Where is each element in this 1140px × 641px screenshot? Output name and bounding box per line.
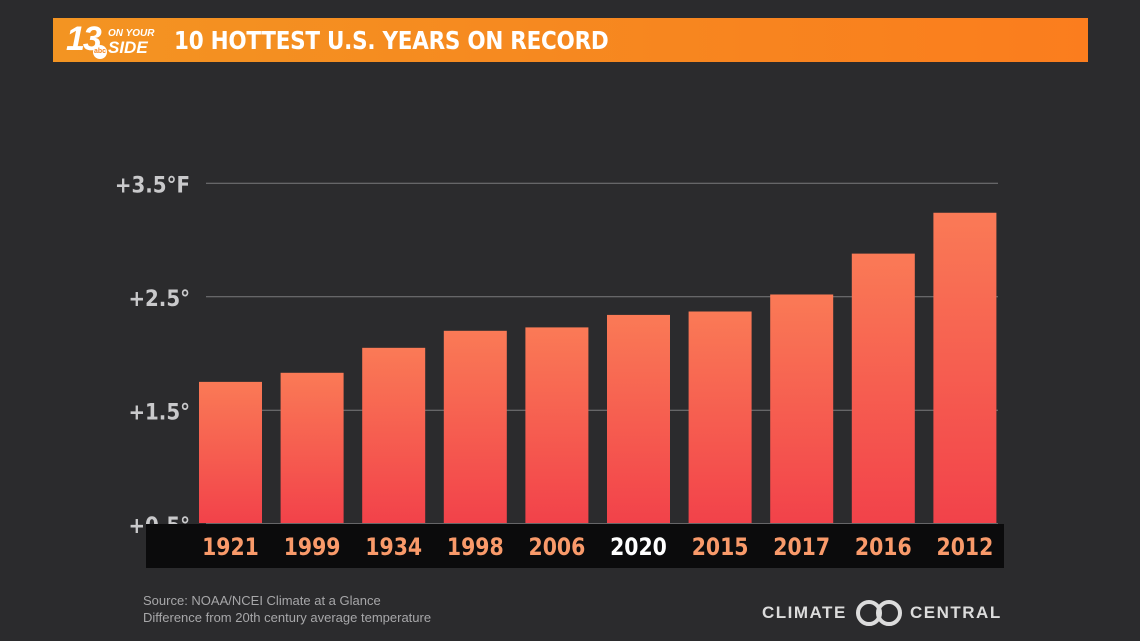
year-label-strip <box>146 524 1004 568</box>
x-tick-label-2006: 2006 <box>529 533 586 561</box>
climate-central-logo: CLIMATE CENTRAL <box>760 596 1010 630</box>
x-tick-label-1921: 1921 <box>202 533 259 561</box>
x-tick-label-2012: 2012 <box>937 533 994 561</box>
x-tick-label-2015: 2015 <box>692 533 749 561</box>
x-tick-label-2017: 2017 <box>773 533 830 561</box>
brand-right-text: CENTRAL <box>910 603 1002 622</box>
bar-2006 <box>525 327 589 523</box>
x-tick-label-1998: 1998 <box>447 533 504 561</box>
station-logo: 13 abc ON YOUR SIDE <box>62 18 158 62</box>
infinity-rings-icon <box>856 600 902 626</box>
bar-1934 <box>362 347 426 523</box>
x-tick-label-1934: 1934 <box>365 533 422 561</box>
bar-1999 <box>280 372 344 523</box>
source-line: Source: NOAA/NCEI Climate at a Glance <box>143 593 381 608</box>
bar-2020 <box>607 314 670 523</box>
bar-2012 <box>933 212 997 523</box>
chart-title: 10 HOTTEST U.S. YEARS ON RECORD <box>174 26 609 55</box>
abc-icon: abc <box>93 45 107 59</box>
bar-1921 <box>199 381 262 523</box>
bar-2016 <box>851 253 915 523</box>
title-banner <box>53 18 1088 62</box>
logo-line2: SIDE <box>108 38 148 57</box>
y-tick-label: +2.5° <box>128 287 190 312</box>
bar-2015 <box>688 311 752 523</box>
bar-1998 <box>443 330 507 523</box>
x-tick-label-2016: 2016 <box>855 533 912 561</box>
x-tick-label-1999: 1999 <box>284 533 341 561</box>
source-description: Difference from 20th century average tem… <box>143 610 432 625</box>
y-tick-label: +1.5° <box>128 400 190 425</box>
logo-line1: ON YOUR <box>108 28 155 39</box>
brand-left-text: CLIMATE <box>762 603 847 622</box>
y-tick-label: +3.5°F <box>115 173 190 198</box>
bar-2017 <box>770 294 834 523</box>
x-tick-label-2020: 2020 <box>610 533 667 561</box>
source-note: Source: NOAA/NCEI Climate at a Glance Di… <box>143 592 431 626</box>
